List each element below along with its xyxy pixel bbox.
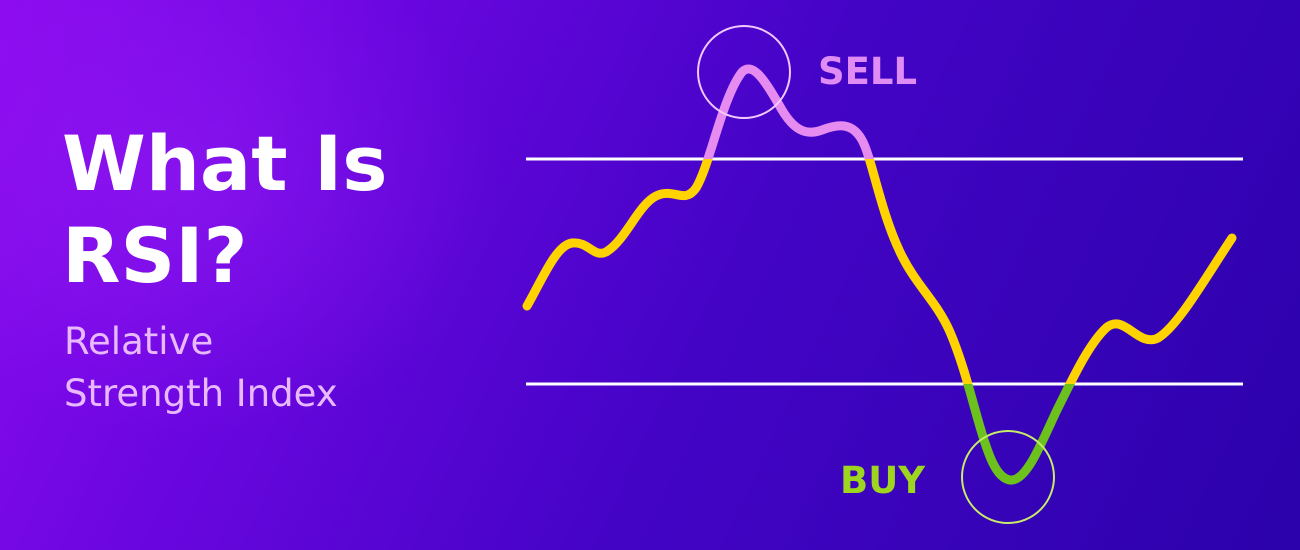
subtitle-line-2: Strength Index <box>64 372 338 415</box>
page-title: What Is RSI? <box>62 118 388 302</box>
title-line-2: RSI? <box>62 211 248 300</box>
sell-label: SELL <box>818 50 917 93</box>
rsi-line-neutral-segment <box>522 159 1237 384</box>
buy-label: BUY <box>840 459 926 502</box>
sell-signal-circle <box>697 25 791 119</box>
rsi-line-overbought-segment <box>703 64 874 159</box>
subtitle: Relative Strength Index <box>64 316 338 420</box>
subtitle-line-1: Relative <box>64 320 214 363</box>
title-line-1: What Is <box>62 119 388 208</box>
buy-signal-circle <box>961 430 1055 524</box>
rsi-line-oversold-segment <box>963 384 1075 485</box>
rsi-line <box>522 64 1237 485</box>
